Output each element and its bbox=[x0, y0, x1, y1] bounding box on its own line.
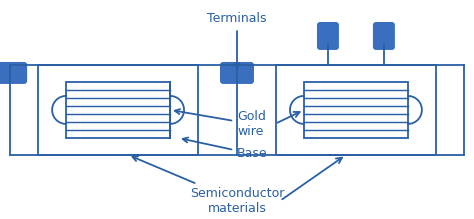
FancyBboxPatch shape bbox=[317, 22, 339, 50]
FancyBboxPatch shape bbox=[0, 62, 27, 84]
FancyBboxPatch shape bbox=[304, 82, 408, 138]
FancyBboxPatch shape bbox=[66, 82, 170, 138]
FancyBboxPatch shape bbox=[373, 22, 395, 50]
Text: Gold
wire: Gold wire bbox=[175, 109, 266, 138]
FancyBboxPatch shape bbox=[38, 65, 198, 155]
Text: Terminals: Terminals bbox=[207, 12, 267, 68]
FancyBboxPatch shape bbox=[276, 65, 436, 155]
Text: Semiconductor
materials: Semiconductor materials bbox=[133, 156, 284, 215]
Text: Base: Base bbox=[183, 138, 268, 160]
FancyBboxPatch shape bbox=[220, 62, 254, 84]
